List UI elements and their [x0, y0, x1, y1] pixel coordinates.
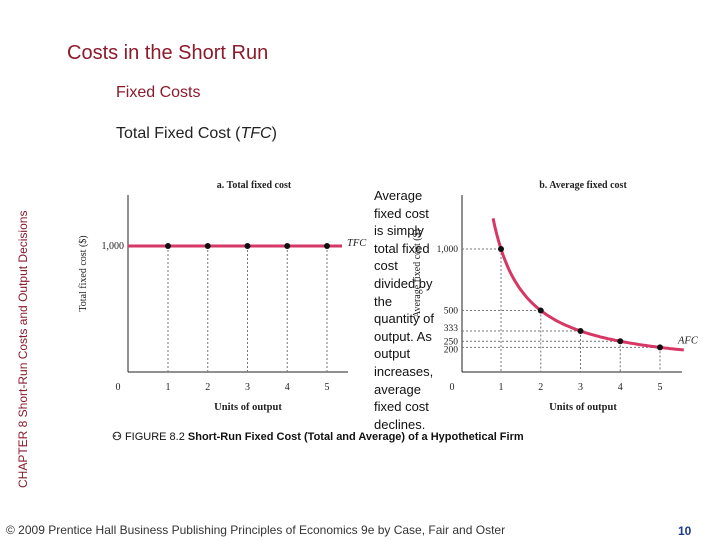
x-tick-label: 5 [325, 382, 330, 393]
x-axis-label: Units of output [549, 402, 617, 413]
x-tick-label: 1 [499, 382, 504, 393]
x-tick-label: 3 [578, 382, 583, 393]
data-point [657, 344, 663, 351]
data-point [577, 328, 584, 335]
figure-caption-text: Short-Run Fixed Cost (Total and Average)… [187, 431, 524, 443]
x-tick-label: 4 [618, 382, 623, 393]
x-tick-label: 2 [205, 382, 210, 393]
series-label: AFC [677, 335, 699, 346]
y-tick-label: 500 [444, 307, 459, 317]
overlay-note: Average fixed cost is simply total fixed… [374, 188, 434, 432]
footer-credit: © 2009 Prentice Hall Business Publishing… [6, 523, 506, 537]
heading-suffix: ) [271, 125, 277, 142]
chart-title: a. Total fixed cost [217, 180, 292, 191]
x-tick-label: 4 [285, 382, 290, 393]
data-point [537, 307, 544, 314]
y-tick-label: 200 [444, 345, 459, 355]
data-point [324, 243, 330, 249]
figure-icon: ⚇ [112, 431, 122, 443]
chart-title: b. Average fixed cost [539, 180, 627, 191]
data-point [498, 246, 504, 252]
y-tick-label: 1,000 [102, 241, 125, 252]
data-point [165, 243, 171, 249]
heading-prefix: Total Fixed Cost ( [116, 125, 241, 142]
x-tick-label: 0 [450, 382, 455, 393]
y-axis-label: Total fixed cost ($) [78, 235, 89, 311]
series-label: TFC [347, 238, 367, 249]
y-tick-label: 1,000 [437, 245, 459, 255]
x-axis-label: Units of output [214, 402, 282, 413]
page-number: 10 [678, 524, 692, 538]
y-tick-label: 250 [444, 337, 459, 347]
y-axis-label: Average fixed cost ($) [412, 229, 423, 318]
data-point [284, 243, 291, 249]
x-tick-label: 5 [658, 382, 663, 393]
y-tick-label: 333 [444, 324, 459, 334]
figure-label: FIGURE 8.2 [124, 431, 185, 443]
section-subtitle: Fixed Costs [116, 84, 201, 101]
data-point [204, 243, 211, 249]
afc-curve [491, 217, 684, 352]
x-tick-label: 3 [245, 382, 250, 393]
x-tick-label: 0 [116, 382, 121, 393]
topic-heading: Total Fixed Cost (TFC) [116, 125, 277, 143]
x-tick-label: 2 [538, 382, 543, 393]
slide-title: Costs in the Short Run [67, 42, 269, 64]
figure-caption: ⚇ FIGURE 8.2 Short-Run Fixed Cost (Total… [112, 430, 524, 443]
heading-abbrev: TFC [240, 125, 272, 142]
data-point [244, 243, 251, 249]
x-tick-label: 1 [166, 382, 171, 393]
data-point [617, 338, 624, 345]
